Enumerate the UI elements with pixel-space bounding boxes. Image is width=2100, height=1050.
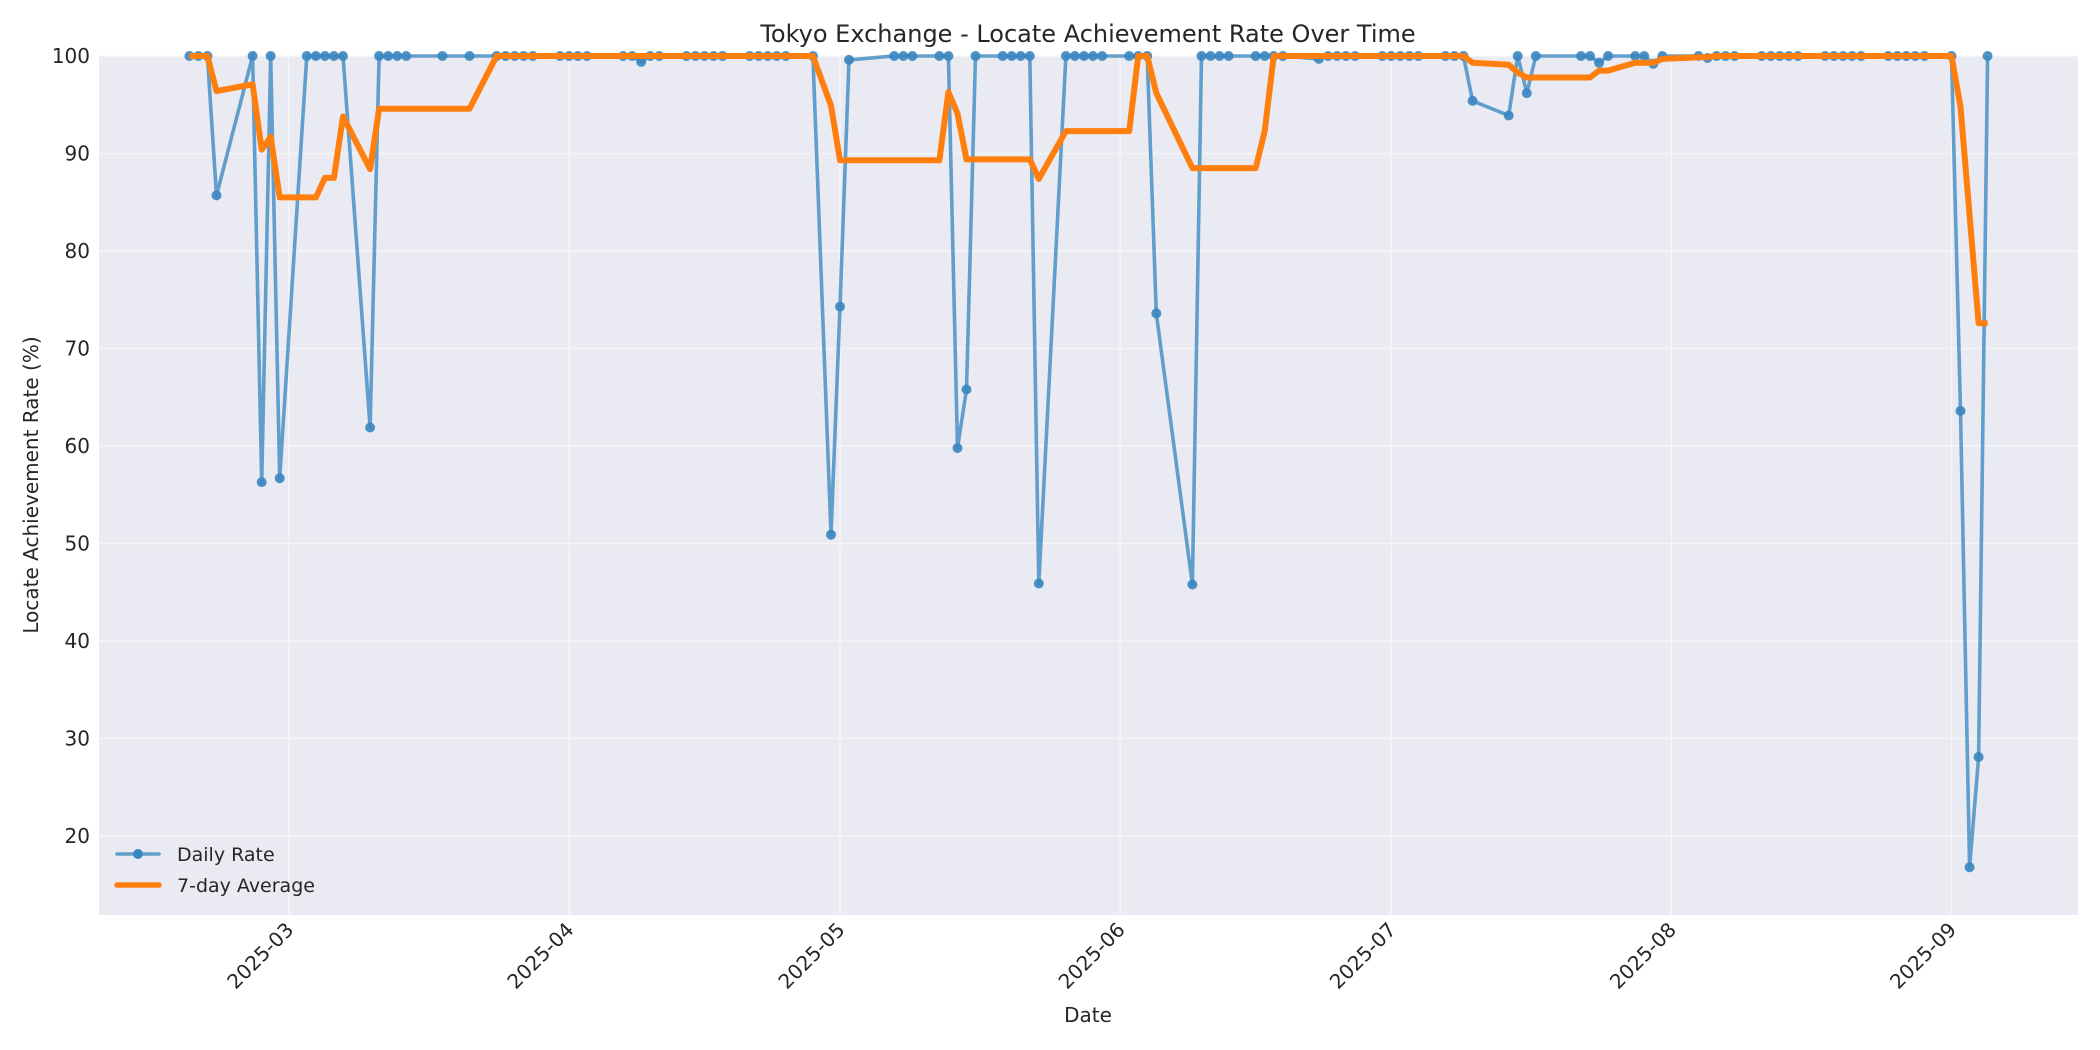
y-axis-label: Locate Achievement Rate (%): [19, 336, 43, 633]
daily-rate-point: [1214, 51, 1225, 61]
daily-rate-point: [301, 51, 312, 61]
daily-rate-point: [1223, 51, 1234, 61]
daily-rate-point: [1982, 51, 1993, 61]
daily-rate-point: [265, 51, 276, 61]
x-tick-label: 2025-04: [502, 918, 578, 994]
daily-rate-point: [1521, 88, 1532, 99]
daily-rate-point: [338, 51, 348, 61]
daily-rate-point: [1603, 51, 1614, 61]
daily-rate-point: [1060, 51, 1071, 61]
daily-rate-point: [997, 51, 1008, 61]
daily-rate-point: [256, 477, 267, 488]
daily-rate-point: [1639, 51, 1650, 61]
y-tick-label: 60: [65, 434, 90, 458]
daily-rate-point: [310, 51, 321, 61]
daily-rate-point: [636, 56, 647, 67]
legend: Daily Rate 7-day Average: [114, 844, 315, 897]
plot-area: [99, 56, 2078, 915]
daily-rate-point: [1576, 51, 1586, 61]
daily-rate-point: [934, 51, 945, 61]
daily-rate-point: [274, 473, 285, 484]
x-tick-label: 2025-09: [1885, 918, 1961, 994]
daily-rate-point: [319, 51, 330, 61]
daily-rate-point: [1015, 51, 1026, 61]
daily-rate-point: [1024, 51, 1035, 61]
daily-rate-point: [1512, 51, 1523, 61]
daily-rate-point: [943, 51, 954, 61]
y-tick-label: 40: [65, 629, 90, 653]
daily-rate-point: [898, 51, 909, 61]
x-tick-label: 2025-03: [222, 918, 298, 994]
daily-rate-point: [1124, 51, 1135, 61]
x-tick-label: 2025-07: [1325, 918, 1401, 994]
daily-rate-point: [211, 190, 222, 201]
daily-rate-point: [970, 51, 981, 61]
seven-day-average-series: [189, 53, 1988, 327]
daily-rate-point: [1530, 51, 1541, 61]
x-axis-label: Date: [1064, 1003, 1112, 1027]
y-axis-ticks: 20 30 40 50 60 70 80 90 100: [52, 44, 90, 848]
daily-rate-point: [1088, 51, 1098, 61]
x-tick-label: 2025-06: [1054, 918, 1130, 994]
daily-rate-point: [1467, 95, 1478, 106]
x-axis-ticks: 2025-03 2025-04 2025-05 2025-06 2025-07 2025-…: [222, 918, 1961, 994]
y-tick-label: 100: [52, 44, 90, 68]
chart-title: Tokyo Exchange - Locate Achievement Rate…: [759, 20, 1415, 48]
daily-rate-point: [1955, 405, 1966, 416]
daily-rate-point: [1964, 862, 1975, 873]
daily-rate-point: [374, 51, 385, 61]
daily-rate-point: [826, 529, 836, 540]
daily-rate-point: [1205, 51, 1216, 61]
daily-rate-point: [437, 51, 448, 61]
daily-rate-point: [464, 51, 475, 61]
daily-rate-point: [1033, 578, 1044, 589]
x-tick-label: 2025-08: [1605, 918, 1681, 994]
legend-label-seven-day-average: 7-day Average: [177, 875, 315, 897]
y-tick-label: 90: [65, 142, 90, 166]
daily-rate-point: [1151, 308, 1162, 319]
y-tick-label: 80: [65, 239, 90, 263]
daily-rate-point: [1006, 51, 1017, 61]
y-tick-label: 30: [65, 727, 90, 751]
daily-rate-point: [1503, 110, 1514, 121]
daily-rate-point: [365, 422, 376, 433]
daily-rate-point: [952, 443, 963, 453]
daily-rate-point: [1187, 579, 1198, 590]
x-tick-label: 2025-05: [773, 918, 849, 994]
seven-day-average-line: [189, 53, 1988, 327]
daily-rate-marker-icon: [133, 849, 143, 859]
grid-lines: [99, 55, 2078, 915]
daily-rate-point: [1069, 51, 1080, 61]
daily-rate-point: [1630, 51, 1641, 61]
daily-rate-point: [889, 51, 900, 61]
y-tick-label: 70: [65, 337, 90, 361]
daily-rate-point: [1079, 51, 1089, 61]
legend-item-seven-day-average: 7-day Average: [114, 875, 315, 897]
daily-rate-point: [1973, 752, 1984, 762]
daily-rate-point: [401, 51, 412, 61]
daily-rate-point: [1097, 51, 1108, 61]
daily-rate-point: [1585, 51, 1595, 61]
daily-rate-point: [1250, 51, 1261, 61]
y-tick-label: 20: [65, 824, 90, 848]
legend-label-daily-rate: Daily Rate: [177, 844, 275, 866]
daily-rate-point: [1594, 57, 1605, 68]
daily-rate-point: [328, 51, 339, 61]
daily-rate-point: [961, 384, 972, 395]
daily-rate-point: [383, 51, 394, 61]
daily-rate-point: [835, 301, 845, 312]
daily-rate-point: [1259, 51, 1270, 61]
daily-rate-point: [1196, 51, 1207, 61]
daily-rate-point: [907, 51, 918, 61]
daily-rate-point: [392, 51, 403, 61]
legend-item-daily-rate: Daily Rate: [115, 844, 275, 866]
daily-rate-point: [844, 54, 854, 65]
daily-rate-point: [247, 51, 258, 61]
y-tick-label: 50: [65, 532, 90, 556]
